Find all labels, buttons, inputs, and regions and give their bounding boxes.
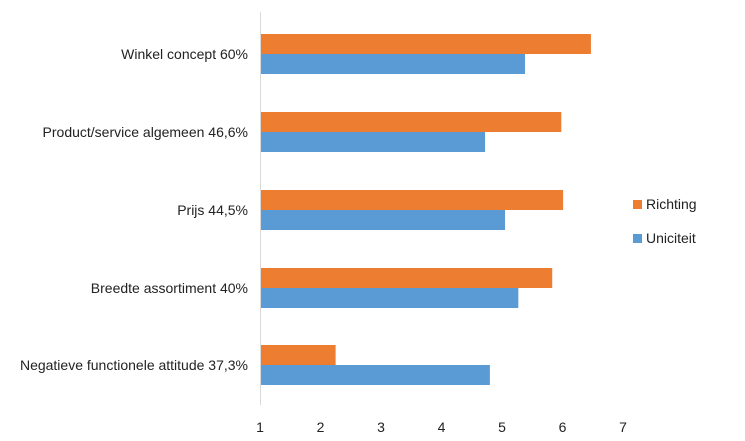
category-labels: Winkel concept 60% Product/service algem… <box>20 46 248 373</box>
category-label-4: Negatieve functionele attitude 37,3% <box>20 357 248 373</box>
bar-uniciteit-2 <box>260 210 506 230</box>
x-tick-label-0: 1 <box>256 419 264 435</box>
x-tick-label-2: 3 <box>377 419 385 435</box>
legend-swatch-richting <box>633 200 642 209</box>
bar-richting-3 <box>260 268 553 288</box>
category-label-0: Winkel concept 60% <box>121 46 248 62</box>
legend: Richting Uniciteit <box>633 196 697 246</box>
bar-richting-4 <box>260 345 336 365</box>
bar-uniciteit-0 <box>260 54 525 74</box>
x-tick-label-5: 6 <box>559 419 567 435</box>
bar-richting-2 <box>260 190 564 210</box>
legend-swatch-uniciteit <box>633 234 642 243</box>
category-label-3: Breedte assortiment 40% <box>91 280 248 296</box>
bar-richting-1 <box>260 112 562 132</box>
x-tick-label-3: 4 <box>438 419 446 435</box>
bar-uniciteit-4 <box>260 365 490 385</box>
legend-label-uniciteit: Uniciteit <box>646 230 696 246</box>
category-label-1: Product/service algemeen 46,6% <box>43 124 248 140</box>
x-tick-label-1: 2 <box>317 419 325 435</box>
x-tick-label-6: 7 <box>619 419 627 435</box>
legend-label-richting: Richting <box>646 196 697 212</box>
x-tick-labels: 1 2 3 4 5 6 7 <box>256 419 627 435</box>
bar-richting-0 <box>260 34 591 54</box>
x-tick-label-4: 5 <box>498 419 506 435</box>
category-label-2: Prijs 44,5% <box>177 202 248 218</box>
bars <box>260 34 591 385</box>
bar-uniciteit-1 <box>260 132 486 152</box>
bar-uniciteit-3 <box>260 288 519 308</box>
